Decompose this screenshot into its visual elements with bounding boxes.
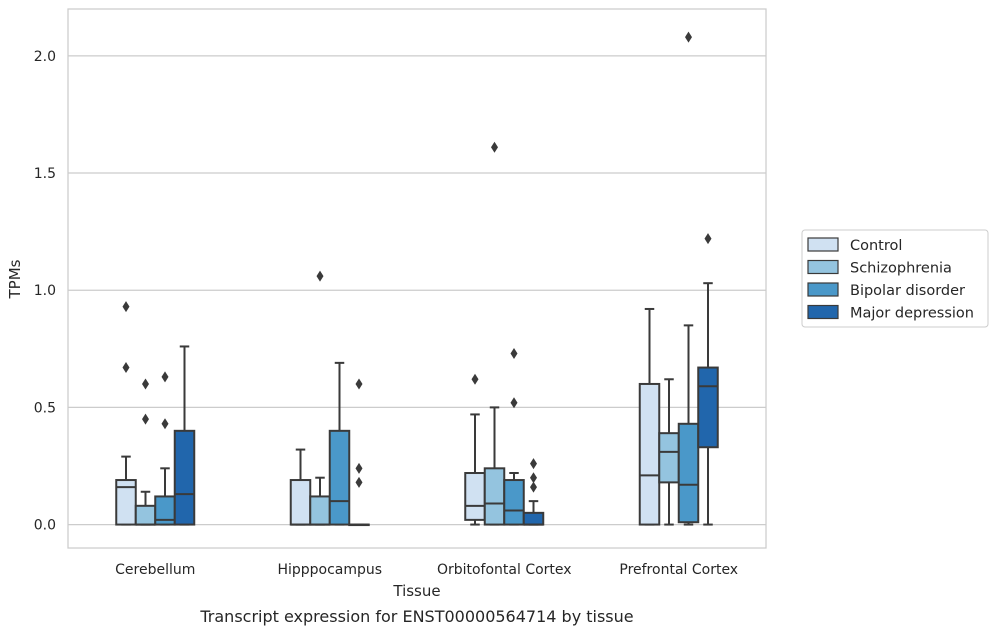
box-body	[134, 504, 157, 526]
box-bipolar-disorder	[154, 371, 176, 526]
outlier-point	[510, 347, 518, 359]
x-tick-labels: Cerebellum Hipppocampus Orbitofontal Corte…	[115, 562, 738, 578]
legend-swatch	[807, 282, 839, 297]
outlier-point	[471, 373, 479, 385]
box-body	[483, 467, 506, 526]
legend-swatch	[807, 237, 839, 252]
box-body	[309, 495, 331, 526]
legend-label: Major depression	[850, 306, 974, 322]
outlier-point	[316, 270, 324, 282]
box-body	[677, 422, 700, 524]
legend: Control Schizophrenia Bipolar disorder Majo…	[801, 229, 989, 328]
box-bipolar-disorder	[328, 361, 351, 526]
box-control	[638, 307, 661, 526]
legend-swatch	[807, 304, 839, 320]
box-bipolar-disorder	[677, 31, 700, 526]
outlier-point	[161, 418, 169, 430]
outlier-point	[491, 141, 498, 153]
box-bipolar-disorder	[503, 347, 525, 526]
box-body	[522, 511, 545, 526]
legend-frame	[801, 229, 989, 328]
box-body	[173, 429, 196, 526]
x-tick-label: Orbitofontal Cortex	[437, 562, 572, 578]
plot-frame	[67, 8, 767, 549]
y-tick-label: 0.5	[34, 400, 56, 416]
box-major-depression	[522, 458, 545, 526]
outlier-point	[530, 481, 537, 493]
box-body	[464, 472, 486, 521]
box-control	[464, 373, 486, 526]
outlier-point	[122, 301, 130, 313]
box-body	[658, 432, 680, 484]
box-schizophrenia	[483, 141, 506, 526]
outlier-point	[704, 233, 712, 245]
x-tick-label: Prefrontal Cortex	[619, 562, 738, 578]
outlier-point	[355, 378, 363, 390]
box-major-depression	[173, 345, 196, 526]
y-tick-label: 1.0	[34, 283, 56, 299]
outlier-point	[122, 362, 130, 374]
legend-label: Bipolar disorder	[850, 283, 965, 299]
legend-label: Schizophrenia	[850, 261, 952, 277]
box-body	[115, 479, 137, 526]
box-layer	[115, 31, 719, 527]
x-axis-label: Tissue	[392, 582, 440, 600]
outlier-point	[142, 413, 149, 425]
outlier-point	[530, 458, 537, 470]
outlier-point	[355, 476, 363, 488]
box-schizophrenia	[309, 270, 331, 526]
box-schizophrenia	[134, 378, 157, 526]
outlier-point	[530, 472, 537, 484]
box-control	[115, 301, 137, 526]
y-tick-label: 0.0	[34, 518, 56, 534]
outlier-point	[510, 397, 518, 409]
y-axis-label: TPMs	[6, 259, 24, 299]
chart-caption: Transcript expression for ENST0000056471…	[199, 607, 633, 626]
outlier-point	[685, 31, 692, 43]
x-tick-label: Hipppocampus	[277, 562, 382, 578]
outlier-point	[355, 462, 363, 474]
outlier-point	[142, 378, 149, 390]
box-major-depression	[348, 378, 370, 527]
legend-swatch	[807, 259, 839, 275]
box-control	[289, 448, 312, 526]
box-body	[697, 366, 719, 449]
box-body	[503, 479, 525, 526]
box-body	[328, 429, 351, 526]
box-body	[638, 382, 661, 526]
box-major-depression	[697, 233, 719, 526]
y-tick-labels: 0.0 0.5 1.0 1.5 2.0	[34, 49, 56, 534]
x-tick-label: Cerebellum	[115, 562, 195, 578]
outlier-point	[161, 371, 169, 383]
y-tick-label: 1.5	[34, 166, 56, 182]
legend-label: Control	[850, 238, 902, 254]
y-tick-label: 2.0	[34, 49, 56, 65]
box-schizophrenia	[658, 378, 680, 526]
box-body	[289, 479, 312, 526]
